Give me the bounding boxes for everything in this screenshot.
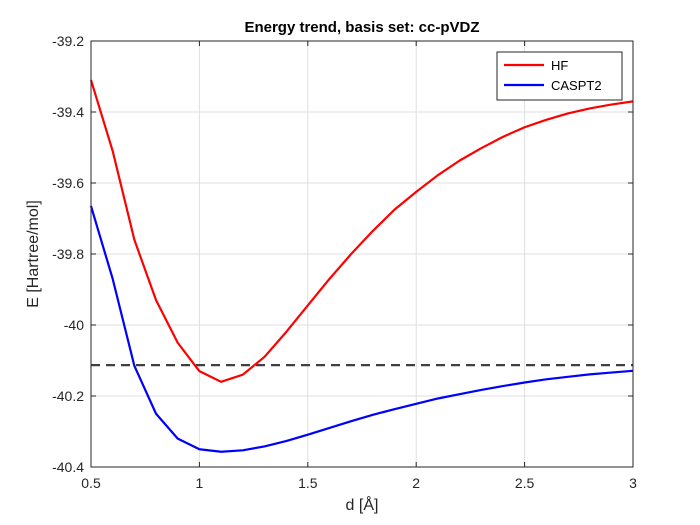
y-tick-label: -39.8: [52, 246, 84, 262]
x-tick-label: 2: [412, 475, 420, 491]
x-tick-label: 1: [196, 475, 204, 491]
x-tick-label: 0.5: [81, 475, 101, 491]
series-line-caspt2: [89, 205, 634, 453]
y-tick-label: -40.4: [52, 459, 84, 475]
y-axis-label: E [Hartree/mol]: [25, 200, 42, 308]
legend-label-hf: HF: [551, 58, 568, 73]
legend: HF CASPT2: [496, 51, 623, 101]
x-tick-label: 1.5: [298, 475, 318, 491]
chart-title: Energy trend, basis set: cc-pVDZ: [244, 19, 479, 36]
series-line-hf: [89, 79, 634, 383]
y-tick-label: -40.2: [52, 388, 84, 404]
series-group: [89, 79, 634, 453]
y-tick-label: -39.2: [52, 33, 84, 49]
y-tick-label: -39.4: [52, 104, 84, 120]
x-tick-label: 3: [629, 475, 637, 491]
ticks: 0.5 1 1.5 2 2.5 3 -39.2 -39.4 -39.6 -39.8 -40 -40.2…: [52, 33, 637, 491]
x-axis-label: d [Å]: [346, 495, 379, 514]
y-tick-label: -40: [64, 317, 84, 333]
x-tick-label: 2.5: [515, 475, 535, 491]
y-tick-label: -39.6: [52, 175, 84, 191]
legend-label-caspt2: CASPT2: [551, 78, 602, 93]
legend-box: [496, 51, 623, 101]
